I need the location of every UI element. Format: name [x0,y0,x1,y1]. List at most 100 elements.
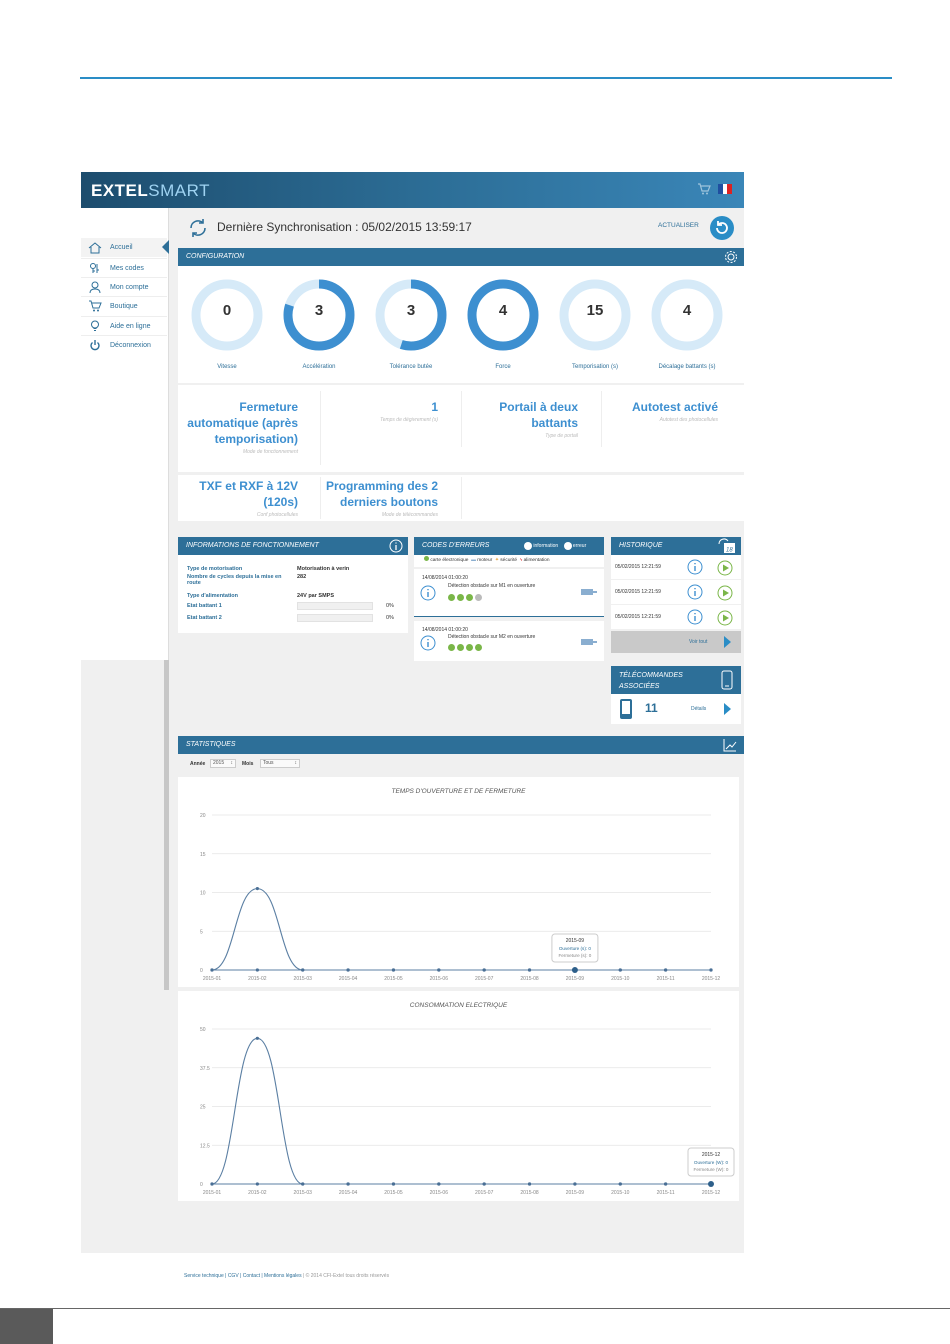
chart-icon [723,739,737,752]
gauge-4: 15 Temporisation (s) [558,278,632,370]
data-point [301,968,305,972]
configuration-header: CONFIGURATION [178,248,744,266]
sync-title: Dernière Synchronisation : 05/02/2015 13… [217,220,472,234]
y-tick-label: 37.5 [200,1066,210,1072]
data-point [301,1182,305,1186]
x-tick-label: 2015-03 [294,976,313,982]
gauge-value: 0 [222,302,232,319]
error-text: Détection obstacle sur M2 en ouverture [448,634,536,640]
data-point [255,968,259,972]
language-flag-icon[interactable] [718,184,733,194]
data-point [346,1182,350,1186]
config-tile-autotest: Autotest activé Autotest des photocellule… [631,400,718,423]
info-icon[interactable] [687,584,703,600]
sidebar-item-accueil[interactable]: Accueil [81,238,169,257]
month-select-value: Tous [263,760,274,766]
tooltip-box [687,1147,735,1177]
info-icon [420,585,436,601]
x-tick-label: 2015-02 [248,976,267,982]
sidebar-item-mon-compte[interactable]: Mon compte [81,277,167,296]
gauge-ring [559,279,631,351]
config-tile-type-portail: Portail à deux battants Type de portail [499,400,578,439]
board-legend-icon [424,556,429,561]
see-all-button[interactable]: Voir tout [611,631,741,653]
x-tick-label: 2015-07 [475,1190,494,1196]
remotes-panel: 11 Détails [611,694,741,724]
error-item[interactable]: 14/08/2014 01:00:20 Détection obstacle s… [414,621,604,661]
remotes-details-link[interactable]: Détails [691,706,707,712]
x-tick-label: 2015-05 [384,1190,403,1196]
sidebar-item-boutique[interactable]: Boutique [81,296,167,315]
page-number-tab [0,1309,53,1344]
history-row: 05/02/2015 12:21:59 [611,555,741,579]
cart-icon[interactable] [697,183,711,195]
gauge-ring [467,279,539,351]
play-icon[interactable] [717,560,733,576]
sidebar-item-label: Boutique [110,302,138,310]
information-legend-icon [524,541,532,550]
info-icon[interactable] [687,559,703,575]
chart-conso-svg: 0 12.5 25 37.5 50 2015-01 2015-02 2015-03 2015-0… [200,1027,735,1196]
error-date: 14/08/2014 01:00:20 [422,575,468,581]
legend-carte: carte électronique [430,558,469,563]
y-tick-label: 20 [200,813,206,819]
info-label-cycles: Nombre de cycles depuis la mise en route [187,574,282,586]
keys-icon [90,263,99,273]
chevron-right-icon[interactable] [723,702,733,716]
gauge-value: 15 [586,302,604,319]
y-tick-label: 0 [200,1182,203,1188]
refresh-label[interactable]: ACTUALISER [658,222,699,229]
gauge-ring [375,279,447,351]
gauge-ring [191,279,263,351]
x-tick-label: 2015-12 [702,1190,721,1196]
history-title: HISTORIQUE [619,542,663,549]
x-tick-label: 2015-10 [611,976,630,982]
data-point [527,968,532,972]
data-point [618,968,622,972]
footer-copyright: | © 2014 CFI-Extel tous droits réservés [301,1273,390,1279]
errors-panel: carte électronique ▬ moteur ✦ sécurité ϟ… [414,555,604,661]
sync-icon [190,219,206,237]
x-tick-label: 2015-08 [520,976,539,982]
data-point [255,1036,259,1040]
error-item[interactable]: 14/08/2014 01:00:20 Détection obstacle s… [414,569,604,617]
sidebar-item-deconnexion[interactable]: Déconnexion [81,335,167,354]
configuration-title: CONFIGURATION [186,253,245,260]
calendar-icon: 18 [718,538,735,554]
data-point [482,1182,486,1186]
data-point [391,968,396,972]
power-legend-icon: ϟ [519,558,523,563]
sidebar-item-aide[interactable]: Aide en ligne [81,316,167,335]
tooltip-line: Ouverture (W): 0 [694,1160,729,1165]
x-tick-label: 2015-12 [702,976,721,982]
refresh-button[interactable] [710,216,734,240]
gauge-ring [651,279,723,351]
info-icon[interactable] [687,609,703,625]
battant-1-bar [297,602,373,610]
cart-icon [89,300,102,312]
phone-icon [620,699,632,719]
year-select[interactable]: 2015 ↕ [210,759,236,768]
gauges-panel: 0 Vitesse 3 Accélération 3 Tolérance butée 4 Fo… [178,266,744,383]
battant-2-bar [297,614,373,622]
play-icon[interactable] [717,610,733,626]
gauge-5: 4 Décalage battants (s) [650,278,724,370]
config-tile-photocellules: TXF et RXF à 12V (120s) Conf photocellule… [199,479,298,518]
footer-links[interactable]: Service technique | CGV | Contact | Ment… [184,1273,302,1279]
info-value-cycles: 282 [297,574,307,580]
see-all-label: Voir tout [689,639,708,645]
month-select[interactable]: Tous ↕ [260,759,300,768]
sidebar-item-mes-codes[interactable]: Mes codes [81,258,167,277]
data-point [210,968,214,972]
sidebar-item-label: Accueil [110,244,133,251]
gauge-ring [283,279,355,351]
home-icon [88,241,102,253]
x-tick-label: 2015-10 [611,1190,630,1196]
gear-icon[interactable] [724,250,738,264]
x-tick-label: 2015-05 [384,976,403,982]
legend-error: erreur [572,543,587,549]
year-select-value: 2015 [213,760,225,766]
play-icon[interactable] [717,585,733,601]
error-date: 14/08/2014 01:00:20 [422,627,468,633]
stats-header: STATISTIQUES [178,736,744,754]
